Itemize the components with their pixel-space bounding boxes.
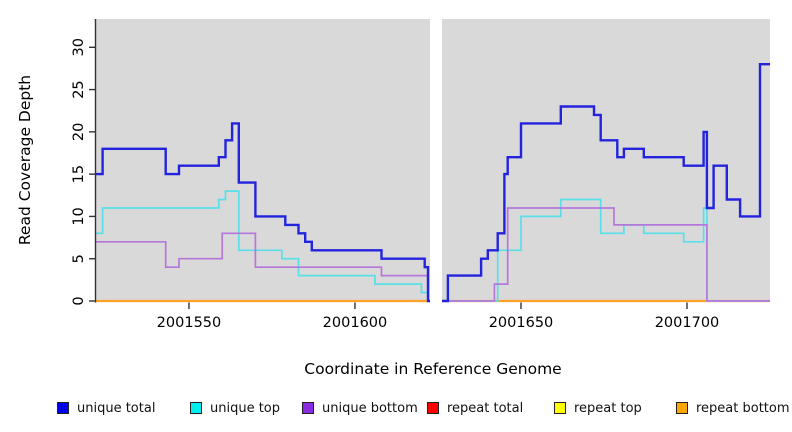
legend-label: repeat top	[574, 400, 642, 416]
unique-total-swatch-icon	[57, 402, 69, 414]
unique-bottom-swatch-icon	[302, 402, 314, 414]
x-tick-label: 2001600	[323, 315, 388, 331]
y-tick-label: 0	[71, 296, 87, 305]
y-tick-label: 15	[71, 165, 87, 183]
unique-top-swatch-icon	[190, 402, 202, 414]
coverage-chart: 0 5 10 15 20 25 30 2001550 2001600 2001650 200170…	[16, 18, 770, 378]
legend-label: unique top	[210, 400, 281, 416]
y-axis-title: Read Coverage Depth	[16, 75, 34, 245]
y-tick-label: 5	[71, 254, 87, 263]
y-axis-ticks: 0 5 10 15 20 25 30	[71, 38, 96, 306]
series-unique-total	[96, 63, 770, 303]
legend-label: repeat total	[447, 400, 524, 416]
y-tick-label: 20	[71, 123, 87, 141]
y-tick-label: 10	[71, 207, 87, 225]
x-axis-ticks: 2001550 2001600 2001650 2001700	[157, 302, 720, 331]
repeat-top-swatch-icon	[554, 402, 566, 414]
repeat-total-swatch-icon	[427, 402, 439, 414]
legend-label: repeat bottom	[696, 400, 790, 416]
y-tick-label: 30	[71, 38, 87, 56]
legend-item-unique-total: unique total	[57, 398, 155, 418]
legend-item-repeat-bottom: repeat bottom	[676, 398, 790, 418]
x-tick-label: 2001550	[157, 315, 222, 331]
repeat-bottom-swatch-icon	[676, 402, 688, 414]
x-tick-label: 2001650	[489, 315, 554, 331]
x-tick-label: 2001700	[655, 315, 720, 331]
series-unique-bottom	[96, 207, 770, 302]
legend-item-repeat-total: repeat total	[427, 398, 523, 418]
x-axis-title: Coordinate in Reference Genome	[304, 360, 561, 378]
legend-label: unique bottom	[322, 400, 418, 416]
legend-item-unique-bottom: unique bottom	[302, 398, 418, 418]
legend-label: unique total	[77, 400, 156, 416]
y-tick-label: 25	[71, 80, 87, 98]
legend-item-unique-top: unique top	[190, 398, 280, 418]
legend-item-repeat-top: repeat top	[554, 398, 642, 418]
legend: unique total unique top unique bottom re…	[0, 398, 792, 422]
coverage-gap-band	[430, 18, 442, 303]
